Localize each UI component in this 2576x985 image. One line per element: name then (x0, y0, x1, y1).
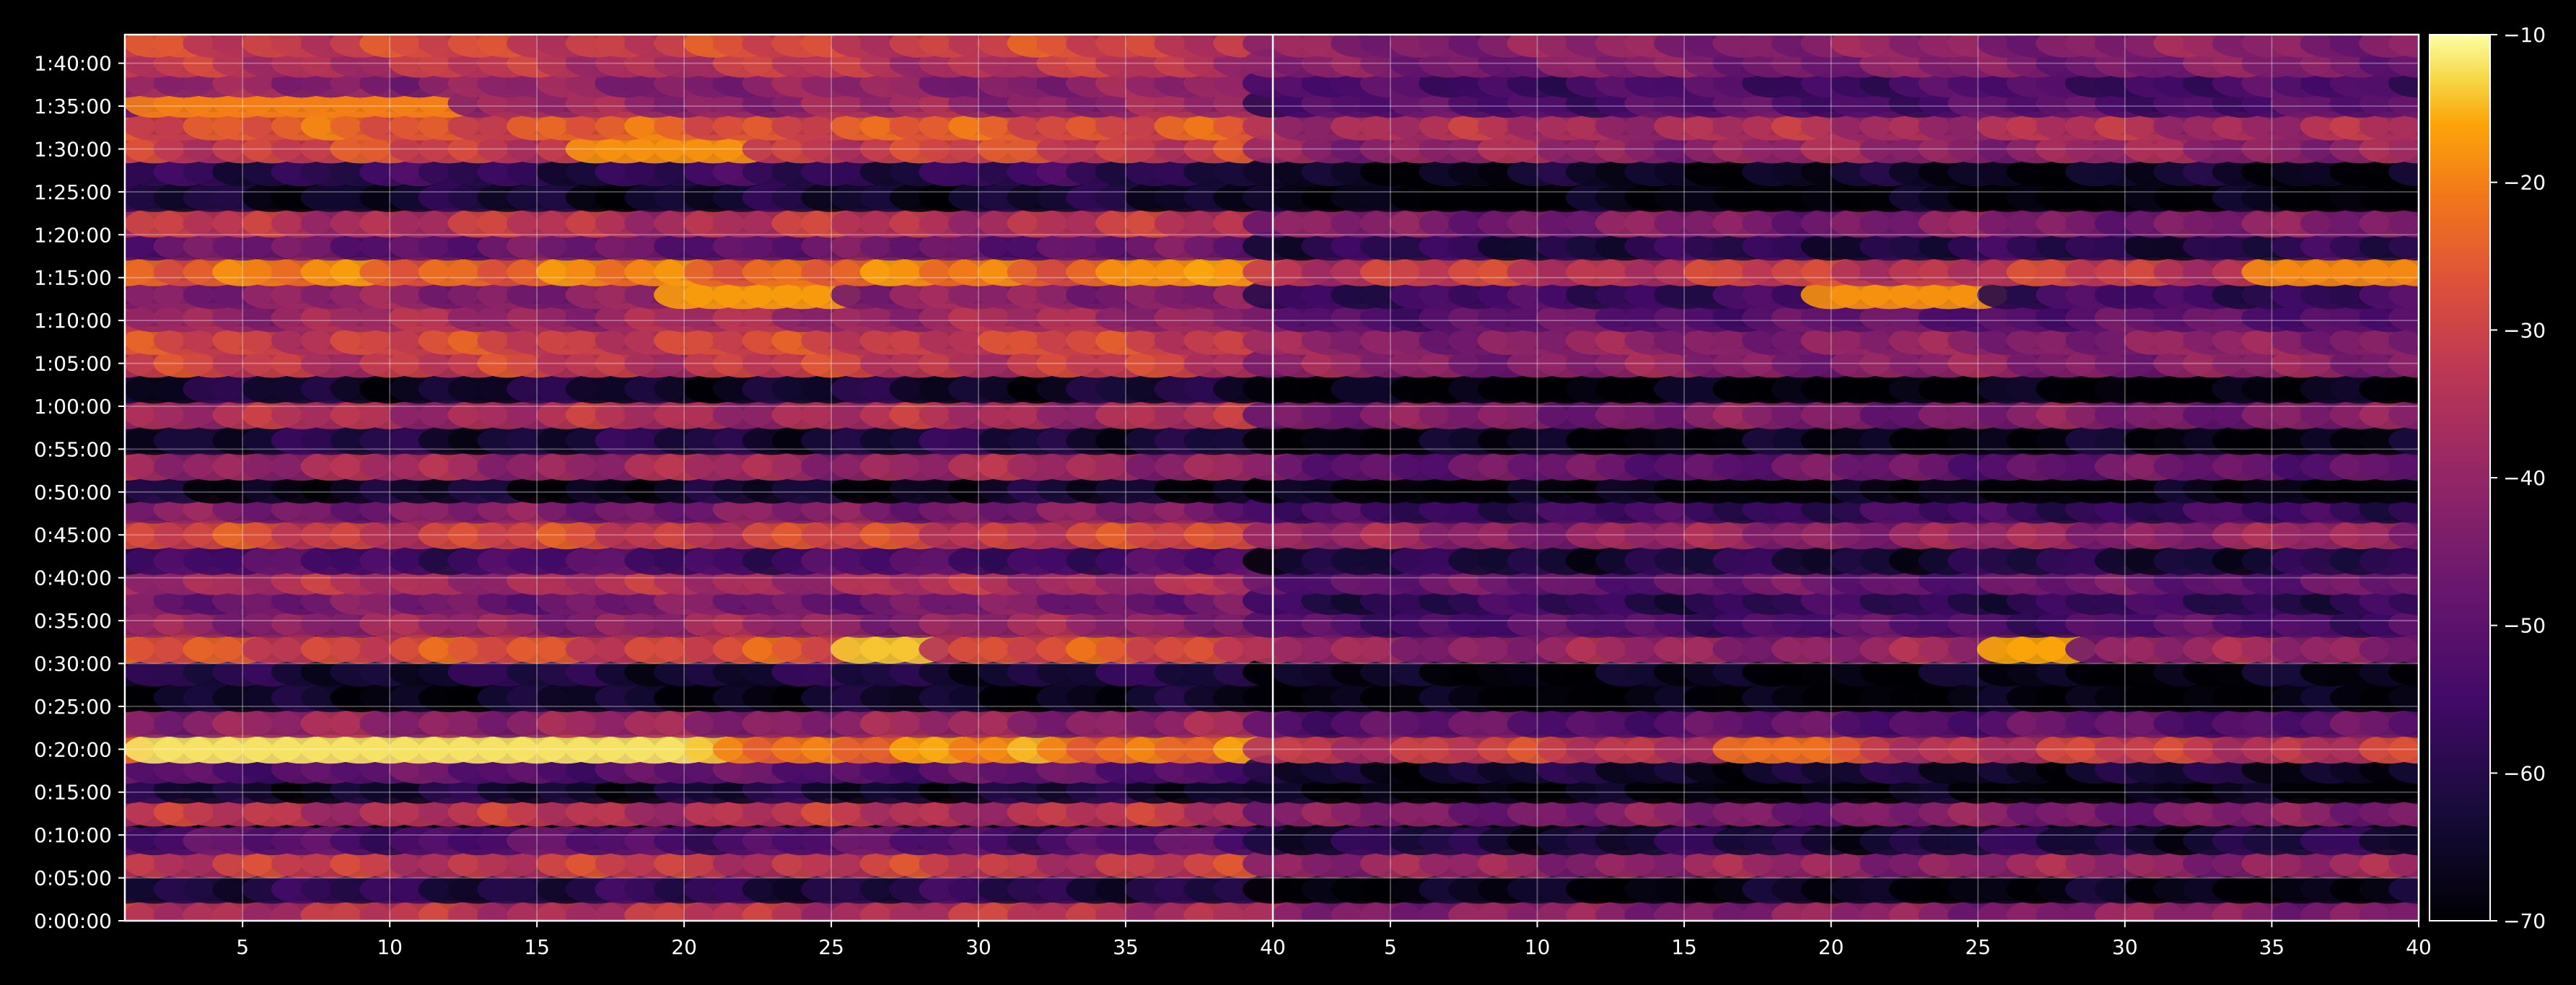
y-tick-label: 1:25:00 (34, 180, 112, 204)
x-tick-label: 20 (1818, 935, 1844, 959)
x-tick-label: 25 (1965, 935, 1991, 959)
x-tick-label: 35 (1113, 935, 1139, 959)
x-axis-ticks: 5 10 15 20 25 30 35 40 5 10 15 20 25 30 35 40 (236, 921, 2432, 959)
heatmap-cell (2388, 375, 2419, 404)
heatmap-cell (2388, 901, 2419, 921)
colorbar-tick-label: −70 (2503, 909, 2546, 933)
heatmap-cell (2388, 157, 2419, 187)
y-tick-label: 0:50:00 (34, 481, 112, 504)
heatmap-cell (2388, 452, 2419, 481)
heatmap-cells (125, 35, 2419, 921)
colorbar-tick-label: −60 (2503, 761, 2546, 785)
x-tick-label: 20 (671, 935, 697, 959)
heatmap-cell (2388, 134, 2419, 164)
heatmap-cell (2388, 875, 2419, 904)
colorbar-tick-label: −50 (2503, 614, 2546, 638)
x-tick-label: 25 (818, 935, 844, 959)
y-tick-label: 0:40:00 (34, 566, 112, 590)
heatmap-cell (2388, 303, 2419, 333)
x-tick-label: 40 (2406, 935, 2432, 959)
heatmap-cell (2388, 325, 2419, 355)
heatmap-cell (2388, 634, 2419, 664)
x-tick-label: 30 (2112, 935, 2138, 959)
y-tick-label: 0:20:00 (34, 737, 112, 761)
colorbar-tick-label: −10 (2503, 23, 2546, 47)
heatmap-cell (2388, 209, 2419, 238)
x-tick-label: 30 (965, 935, 991, 959)
heatmap-cell (2388, 735, 2419, 764)
heatmap-cell (2388, 349, 2419, 378)
y-tick-label: 0:05:00 (34, 867, 112, 890)
x-tick-label: 10 (1525, 935, 1551, 959)
y-axis-ticks: 0:00:00 0:05:00 0:10:00 0:15:00 0:20:00 0:25:… (34, 52, 125, 933)
heatmap-cell (2388, 400, 2419, 429)
heatmap-cell (2388, 232, 2419, 261)
heatmap-cell (2388, 797, 2419, 827)
heatmap-cell (2388, 257, 2419, 286)
colorbar (2429, 34, 2491, 921)
y-tick-label: 1:40:00 (34, 52, 112, 76)
y-tick-label: 1:20:00 (34, 223, 112, 247)
y-tick-label: 1:00:00 (34, 395, 112, 419)
x-tick-label: 10 (377, 935, 403, 959)
heatmap-cell (2388, 826, 2419, 856)
heatmap-cell (2388, 657, 2419, 687)
colorbar-ticks: −70 −60 −50 −40 −30 −20 −10 (2490, 23, 2546, 933)
y-tick-label: 1:05:00 (34, 352, 112, 376)
heatmap-cell (2388, 546, 2419, 575)
grid-lines (125, 35, 2419, 921)
x-tick-label: 35 (2259, 935, 2285, 959)
heatmap-cell (2388, 609, 2419, 638)
heatmap-cell (2388, 709, 2419, 738)
heatmap-cell (2388, 426, 2419, 455)
heatmap-cell (2388, 183, 2419, 212)
heatmap-cell (2388, 280, 2419, 310)
colorbar-tick-label: −20 (2503, 171, 2546, 195)
heatmap-cell (2388, 520, 2419, 550)
y-tick-label: 1:30:00 (34, 137, 112, 161)
y-tick-label: 0:25:00 (34, 695, 112, 719)
heatmap-cell (2388, 111, 2419, 141)
x-tick-label: 5 (1384, 935, 1397, 959)
y-tick-label: 0:35:00 (34, 609, 112, 633)
heatmap-cell (2388, 849, 2419, 878)
x-tick-label: 15 (1671, 935, 1697, 959)
y-tick-label: 1:15:00 (34, 266, 112, 290)
x-tick-label: 40 (1260, 935, 1286, 959)
plot-frame (123, 33, 2420, 922)
y-tick-label: 0:45:00 (34, 523, 112, 547)
colorbar-tick-label: −30 (2503, 318, 2546, 342)
y-tick-label: 0:55:00 (34, 437, 112, 461)
y-tick-label: 0:10:00 (34, 823, 112, 847)
heatmap-cell (2388, 35, 2419, 58)
x-tick-label: 15 (524, 935, 550, 959)
heatmap-cell (2388, 474, 2419, 504)
heatmap-cell (2388, 683, 2419, 712)
colorbar-tick-label: −40 (2503, 466, 2546, 490)
y-tick-label: 1:35:00 (34, 95, 112, 118)
y-tick-label: 0:30:00 (34, 652, 112, 675)
y-tick-label: 0:15:00 (34, 781, 112, 805)
y-tick-label: 1:10:00 (34, 309, 112, 333)
y-tick-label: 0:00:00 (34, 909, 112, 933)
x-tick-label: 5 (236, 935, 249, 959)
